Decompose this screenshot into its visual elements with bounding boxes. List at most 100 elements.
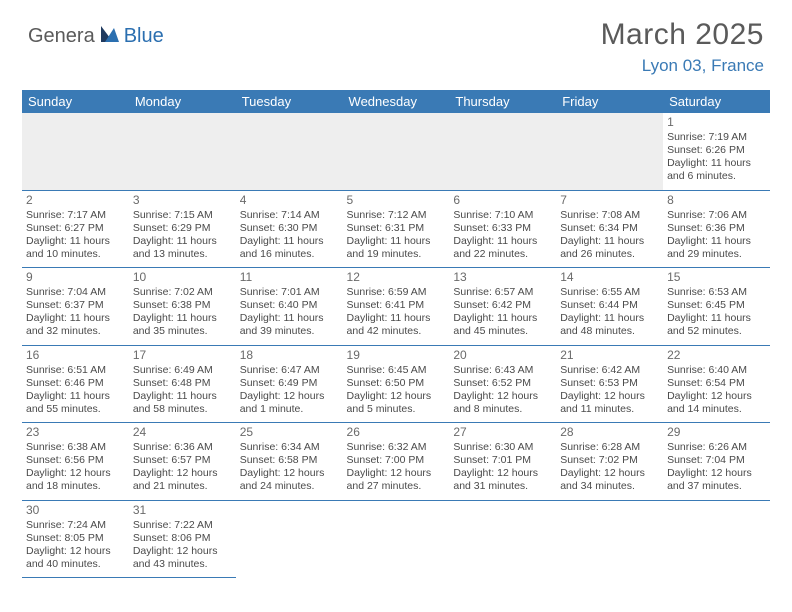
logo-text-part1: Genera — [28, 25, 95, 48]
day-number: 27 — [453, 425, 552, 440]
calendar-cell — [449, 500, 556, 578]
day-number: 28 — [560, 425, 659, 440]
daylight-text: and 8 minutes. — [453, 403, 552, 416]
sunset-text: Sunset: 6:58 PM — [240, 454, 339, 467]
sunrise-text: Sunrise: 7:01 AM — [240, 286, 339, 299]
calendar-cell: 14Sunrise: 6:55 AMSunset: 6:44 PMDayligh… — [556, 268, 663, 346]
sunset-text: Sunset: 6:57 PM — [133, 454, 232, 467]
daylight-text: and 43 minutes. — [133, 558, 232, 571]
day-number: 31 — [133, 503, 232, 518]
calendar-cell — [663, 500, 770, 578]
calendar-cell: 12Sunrise: 6:59 AMSunset: 6:41 PMDayligh… — [343, 268, 450, 346]
calendar-cell: 29Sunrise: 6:26 AMSunset: 7:04 PMDayligh… — [663, 423, 770, 501]
sunset-text: Sunset: 6:26 PM — [667, 144, 766, 157]
calendar-cell: 20Sunrise: 6:43 AMSunset: 6:52 PMDayligh… — [449, 345, 556, 423]
calendar-cell: 25Sunrise: 6:34 AMSunset: 6:58 PMDayligh… — [236, 423, 343, 501]
sunset-text: Sunset: 6:42 PM — [453, 299, 552, 312]
day-number: 21 — [560, 348, 659, 363]
sunset-text: Sunset: 6:52 PM — [453, 377, 552, 390]
daylight-text: Daylight: 12 hours — [26, 467, 125, 480]
daylight-text: and 5 minutes. — [347, 403, 446, 416]
daylight-text: and 35 minutes. — [133, 325, 232, 338]
calendar-cell: 19Sunrise: 6:45 AMSunset: 6:50 PMDayligh… — [343, 345, 450, 423]
calendar-body: 1Sunrise: 7:19 AMSunset: 6:26 PMDaylight… — [22, 113, 770, 578]
daylight-text: Daylight: 11 hours — [133, 390, 232, 403]
sunset-text: Sunset: 6:36 PM — [667, 222, 766, 235]
sunset-text: Sunset: 7:00 PM — [347, 454, 446, 467]
day-header: Friday — [556, 90, 663, 113]
day-number: 7 — [560, 193, 659, 208]
sunrise-text: Sunrise: 7:24 AM — [26, 519, 125, 532]
calendar-cell — [22, 113, 129, 190]
daylight-text: Daylight: 12 hours — [347, 390, 446, 403]
title-block: March 2025 Lyon 03, France — [601, 18, 764, 76]
daylight-text: Daylight: 11 hours — [453, 235, 552, 248]
calendar-cell: 4Sunrise: 7:14 AMSunset: 6:30 PMDaylight… — [236, 190, 343, 268]
day-number: 13 — [453, 270, 552, 285]
sunset-text: Sunset: 6:41 PM — [347, 299, 446, 312]
calendar-cell: 21Sunrise: 6:42 AMSunset: 6:53 PMDayligh… — [556, 345, 663, 423]
day-number: 30 — [26, 503, 125, 518]
day-number: 8 — [667, 193, 766, 208]
sunrise-text: Sunrise: 6:57 AM — [453, 286, 552, 299]
sunrise-text: Sunrise: 7:04 AM — [26, 286, 125, 299]
calendar-row: 2Sunrise: 7:17 AMSunset: 6:27 PMDaylight… — [22, 190, 770, 268]
sunrise-text: Sunrise: 6:51 AM — [26, 364, 125, 377]
calendar-cell: 5Sunrise: 7:12 AMSunset: 6:31 PMDaylight… — [343, 190, 450, 268]
daylight-text: Daylight: 11 hours — [26, 312, 125, 325]
daylight-text: Daylight: 12 hours — [453, 390, 552, 403]
page-title: March 2025 — [601, 18, 764, 52]
daylight-text: and 14 minutes. — [667, 403, 766, 416]
day-number: 11 — [240, 270, 339, 285]
daylight-text: Daylight: 11 hours — [453, 312, 552, 325]
header: Genera Blue March 2025 Lyon 03, France — [0, 0, 792, 84]
daylight-text: Daylight: 12 hours — [667, 467, 766, 480]
sunset-text: Sunset: 6:50 PM — [347, 377, 446, 390]
sunset-text: Sunset: 7:02 PM — [560, 454, 659, 467]
daylight-text: and 39 minutes. — [240, 325, 339, 338]
calendar-cell: 18Sunrise: 6:47 AMSunset: 6:49 PMDayligh… — [236, 345, 343, 423]
calendar-cell — [449, 113, 556, 190]
daylight-text: and 10 minutes. — [26, 248, 125, 261]
calendar-cell: 26Sunrise: 6:32 AMSunset: 7:00 PMDayligh… — [343, 423, 450, 501]
daylight-text: and 11 minutes. — [560, 403, 659, 416]
sunrise-text: Sunrise: 6:49 AM — [133, 364, 232, 377]
day-number: 22 — [667, 348, 766, 363]
sunrise-text: Sunrise: 7:08 AM — [560, 209, 659, 222]
daylight-text: and 48 minutes. — [560, 325, 659, 338]
sunset-text: Sunset: 6:45 PM — [667, 299, 766, 312]
daylight-text: and 19 minutes. — [347, 248, 446, 261]
daylight-text: and 6 minutes. — [667, 170, 766, 183]
day-number: 10 — [133, 270, 232, 285]
sunset-text: Sunset: 6:31 PM — [347, 222, 446, 235]
sunset-text: Sunset: 6:33 PM — [453, 222, 552, 235]
daylight-text: and 26 minutes. — [560, 248, 659, 261]
sunrise-text: Sunrise: 7:17 AM — [26, 209, 125, 222]
daylight-text: and 55 minutes. — [26, 403, 125, 416]
logo: Genera Blue — [28, 24, 164, 49]
daylight-text: and 22 minutes. — [453, 248, 552, 261]
calendar-cell — [236, 113, 343, 190]
day-number: 3 — [133, 193, 232, 208]
daylight-text: Daylight: 12 hours — [347, 467, 446, 480]
daylight-text: and 45 minutes. — [453, 325, 552, 338]
daylight-text: and 24 minutes. — [240, 480, 339, 493]
calendar-row: 9Sunrise: 7:04 AMSunset: 6:37 PMDaylight… — [22, 268, 770, 346]
calendar-head: SundayMondayTuesdayWednesdayThursdayFrid… — [22, 90, 770, 113]
calendar-cell: 17Sunrise: 6:49 AMSunset: 6:48 PMDayligh… — [129, 345, 236, 423]
calendar-cell: 24Sunrise: 6:36 AMSunset: 6:57 PMDayligh… — [129, 423, 236, 501]
daylight-text: and 1 minute. — [240, 403, 339, 416]
calendar-cell: 10Sunrise: 7:02 AMSunset: 6:38 PMDayligh… — [129, 268, 236, 346]
daylight-text: Daylight: 11 hours — [26, 390, 125, 403]
calendar-row: 1Sunrise: 7:19 AMSunset: 6:26 PMDaylight… — [22, 113, 770, 190]
calendar-cell — [556, 500, 663, 578]
sunset-text: Sunset: 6:46 PM — [26, 377, 125, 390]
daylight-text: Daylight: 11 hours — [240, 312, 339, 325]
calendar-cell: 13Sunrise: 6:57 AMSunset: 6:42 PMDayligh… — [449, 268, 556, 346]
calendar-cell: 31Sunrise: 7:22 AMSunset: 8:06 PMDayligh… — [129, 500, 236, 578]
sunset-text: Sunset: 8:06 PM — [133, 532, 232, 545]
daylight-text: Daylight: 11 hours — [26, 235, 125, 248]
day-number: 19 — [347, 348, 446, 363]
daylight-text: Daylight: 12 hours — [560, 390, 659, 403]
calendar-cell: 23Sunrise: 6:38 AMSunset: 6:56 PMDayligh… — [22, 423, 129, 501]
